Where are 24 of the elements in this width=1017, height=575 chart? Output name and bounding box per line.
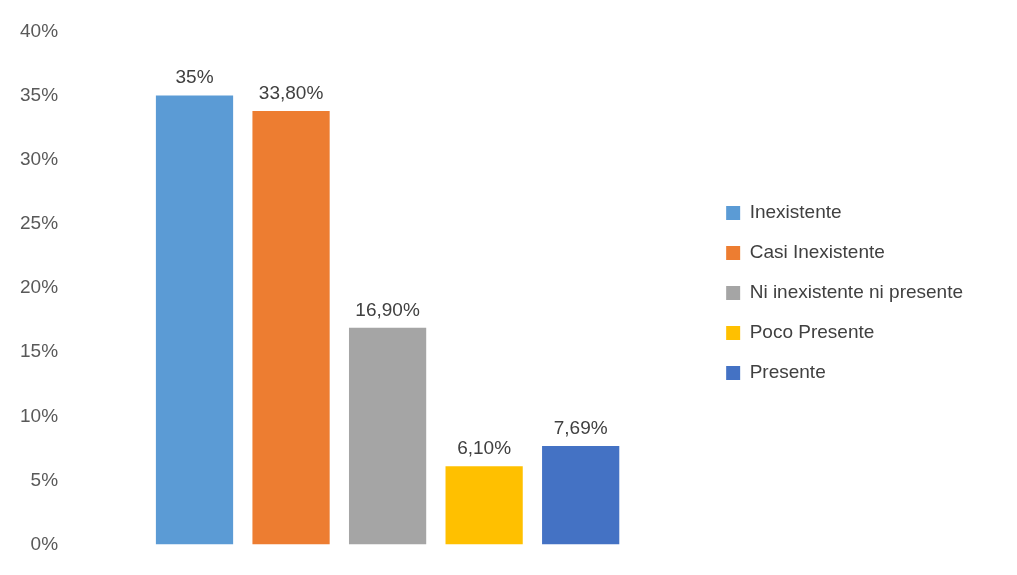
bar [252, 110, 330, 545]
legend-label: Ni inexistente ni presente [749, 281, 963, 303]
legend-label: Casi Inexistente [749, 241, 885, 263]
bar [445, 466, 523, 545]
y-tick-label: 15% [20, 340, 59, 362]
legend-label: Presente [749, 361, 826, 383]
y-tick-label: 20% [20, 276, 59, 298]
y-tick-label: 25% [20, 212, 59, 234]
data-label: 6,10% [457, 437, 512, 459]
legend-label: Inexistente [749, 201, 842, 223]
y-tick-label: 5% [30, 468, 59, 490]
bar [155, 95, 234, 545]
y-tick-label: 0% [30, 532, 59, 554]
y-tick-label: 40% [20, 19, 59, 41]
data-label: 16,90% [355, 298, 420, 320]
y-tick-label: 35% [20, 83, 59, 105]
data-label: 33,80% [258, 81, 324, 103]
data-label: 7,69% [553, 416, 608, 438]
legend-label: Poco Presente [749, 321, 875, 343]
y-tick-label: 30% [20, 147, 59, 169]
data-label: 35% [175, 66, 214, 88]
bar [348, 327, 427, 545]
bar [542, 445, 620, 545]
y-tick-label: 10% [20, 404, 59, 426]
